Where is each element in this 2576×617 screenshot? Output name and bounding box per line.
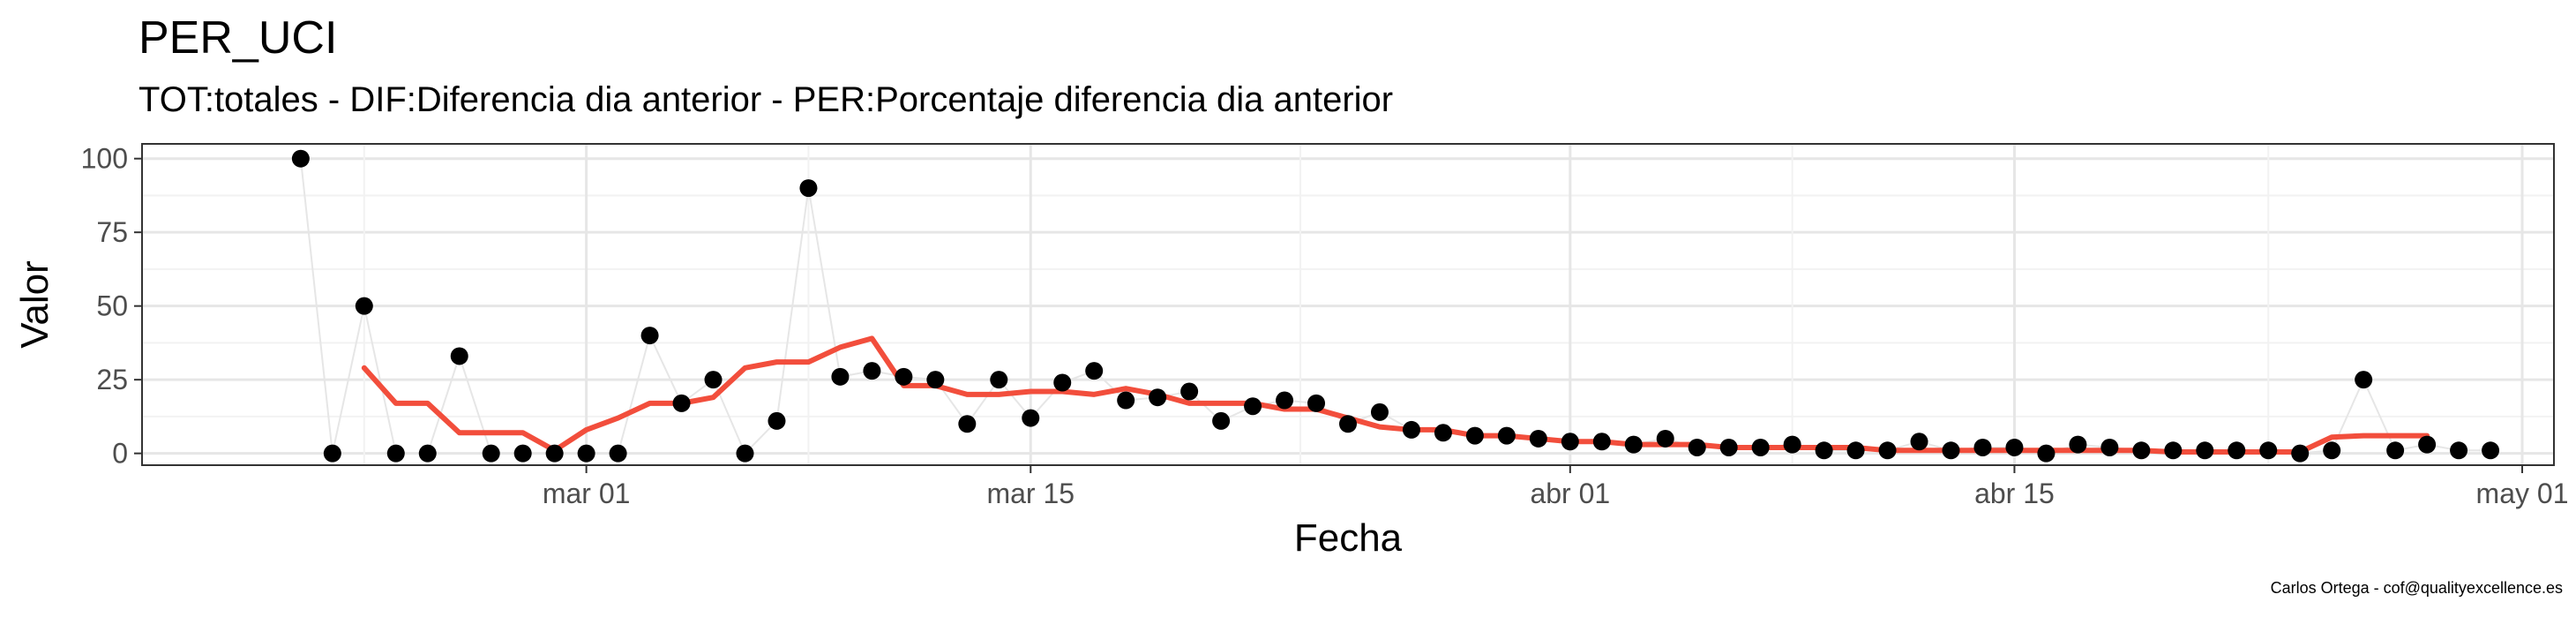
y-tick-label: 0 xyxy=(112,438,128,470)
data-point xyxy=(2450,441,2468,460)
data-point xyxy=(1180,382,1199,401)
data-point xyxy=(1561,433,1579,451)
data-point xyxy=(482,444,500,463)
data-point xyxy=(2259,441,2278,460)
data-point xyxy=(1942,441,1960,460)
x-tick-label: mar 01 xyxy=(543,478,631,509)
data-point xyxy=(1529,429,1547,448)
data-point xyxy=(1783,435,1801,454)
data-point xyxy=(386,444,405,463)
data-point xyxy=(291,149,310,168)
data-point xyxy=(323,444,341,463)
data-point xyxy=(2132,441,2151,460)
data-point xyxy=(768,411,786,430)
data-point xyxy=(2386,441,2405,460)
data-point xyxy=(640,327,659,345)
data-point xyxy=(863,362,881,380)
data-point xyxy=(2323,441,2341,460)
data-point xyxy=(1085,362,1104,380)
data-point xyxy=(1339,415,1357,433)
data-point xyxy=(704,371,723,389)
data-point xyxy=(736,444,754,463)
data-point xyxy=(1624,435,1643,454)
data-point xyxy=(1370,403,1389,421)
data-point xyxy=(799,179,818,198)
data-point xyxy=(1022,409,1040,427)
data-point xyxy=(2482,441,2500,460)
x-axis-title: Fecha xyxy=(1294,516,1403,560)
data-point xyxy=(1465,426,1484,445)
chart-subtitle: TOT:totales - DIF:Diferencia dia anterio… xyxy=(139,80,1393,119)
data-point xyxy=(1973,438,1992,456)
caption: Carlos Ortega - cof@qualityexcellence.es xyxy=(2271,579,2563,597)
data-point xyxy=(418,444,437,463)
data-point xyxy=(355,297,373,315)
data-point xyxy=(2291,444,2310,463)
data-point xyxy=(958,415,977,433)
plot-background xyxy=(142,144,2554,465)
data-point xyxy=(2164,441,2183,460)
data-point xyxy=(1276,391,1294,410)
data-point xyxy=(1117,391,1135,410)
data-points xyxy=(291,149,2500,463)
data-point xyxy=(1751,438,1770,456)
data-point xyxy=(2418,435,2437,454)
data-point xyxy=(2069,435,2087,454)
data-point xyxy=(2037,444,2056,463)
data-point xyxy=(895,367,913,386)
data-point xyxy=(831,367,850,386)
y-axis-title: Valor xyxy=(13,260,56,348)
data-point xyxy=(990,371,1008,389)
y-tick-label: 25 xyxy=(96,364,128,395)
data-point xyxy=(513,444,532,463)
data-point xyxy=(545,444,564,463)
data-point xyxy=(1592,433,1611,451)
data-point xyxy=(672,394,691,412)
data-point xyxy=(1307,394,1326,412)
x-tick-label: may 01 xyxy=(2476,478,2569,509)
data-point xyxy=(2228,441,2246,460)
data-point xyxy=(1434,424,1452,442)
data-point xyxy=(577,444,595,463)
x-tick-label: abr 01 xyxy=(1530,478,1610,509)
data-point xyxy=(1244,397,1262,416)
data-point xyxy=(1497,426,1516,445)
x-tick-label: mar 15 xyxy=(986,478,1075,509)
data-point xyxy=(2196,441,2214,460)
data-point xyxy=(1688,438,1706,456)
data-point xyxy=(1402,420,1420,439)
data-point xyxy=(1910,433,1928,451)
y-tick-label: 75 xyxy=(96,216,128,248)
data-point xyxy=(1053,373,1072,392)
data-point xyxy=(1719,438,1738,456)
y-axis: 0 25 50 75 100 xyxy=(81,143,142,470)
data-point xyxy=(2005,438,2024,456)
x-tick-label: abr 15 xyxy=(1974,478,2055,509)
data-point xyxy=(1815,441,1833,460)
data-point xyxy=(1878,441,1897,460)
data-point xyxy=(2355,371,2373,389)
y-tick-label: 50 xyxy=(96,290,128,322)
data-point xyxy=(450,347,468,365)
data-point xyxy=(1846,441,1865,460)
y-tick-label: 100 xyxy=(81,143,128,175)
x-axis: mar 01 mar 15 abr 01 abr 15 may 01 xyxy=(543,465,2569,509)
data-point xyxy=(1656,429,1674,448)
data-point xyxy=(926,371,945,389)
data-point xyxy=(1149,388,1167,407)
data-point xyxy=(2100,438,2119,456)
plot-panel-border xyxy=(141,143,2555,466)
data-point xyxy=(1212,411,1231,430)
data-point xyxy=(609,444,627,463)
chart-title: PER_UCI xyxy=(139,12,337,64)
